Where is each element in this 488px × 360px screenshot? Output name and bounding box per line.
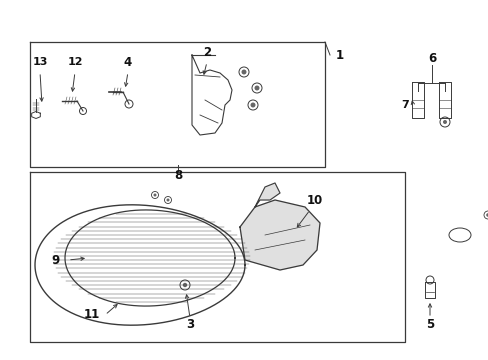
Circle shape: [166, 198, 169, 202]
Circle shape: [442, 120, 446, 124]
Text: 10: 10: [306, 194, 323, 207]
Text: 9: 9: [51, 253, 59, 266]
Circle shape: [250, 103, 255, 108]
Text: 2: 2: [203, 45, 211, 59]
Text: 7: 7: [400, 100, 408, 110]
Polygon shape: [254, 183, 280, 207]
Circle shape: [241, 69, 246, 75]
Text: 12: 12: [67, 57, 82, 67]
Text: 4: 4: [123, 55, 132, 68]
Text: 13: 13: [32, 57, 48, 67]
Circle shape: [183, 283, 187, 287]
Circle shape: [254, 86, 259, 90]
Text: 3: 3: [185, 319, 194, 332]
Ellipse shape: [448, 228, 470, 242]
Polygon shape: [240, 200, 319, 270]
Text: 6: 6: [427, 51, 435, 64]
Circle shape: [153, 194, 156, 197]
Text: 1: 1: [335, 49, 344, 62]
Text: 5: 5: [425, 319, 433, 332]
Text: 8: 8: [174, 168, 182, 181]
Text: 11: 11: [84, 309, 100, 321]
Circle shape: [485, 213, 488, 217]
